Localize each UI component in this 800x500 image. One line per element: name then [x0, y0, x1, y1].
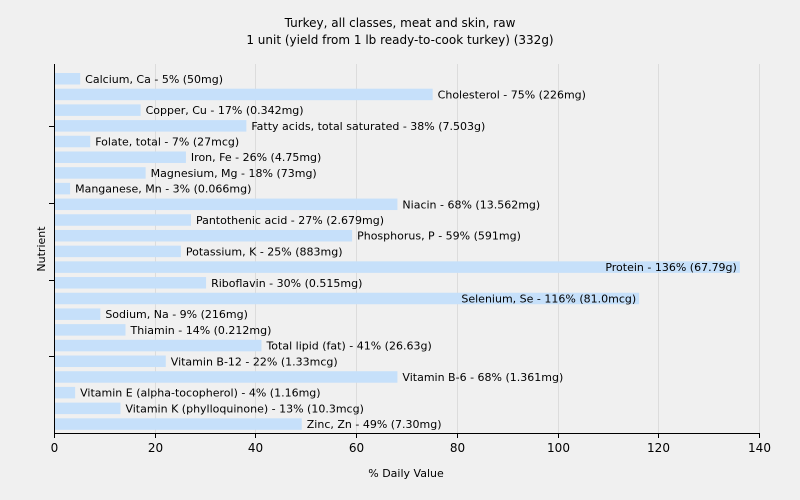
bar — [55, 277, 207, 289]
bar-label: Vitamin B-6 - 68% (1.361mg) — [402, 371, 563, 384]
bar — [55, 245, 181, 258]
bar — [55, 229, 353, 242]
bar-label: Selenium, Se - 116% (81.0mcg) — [461, 292, 636, 305]
bar — [55, 418, 302, 430]
bar — [55, 73, 81, 85]
bar — [55, 182, 71, 195]
x-tick-label: 100 — [547, 441, 570, 455]
bar — [55, 324, 126, 336]
bar-label: Calcium, Ca - 5% (50mg) — [85, 73, 223, 86]
bar-label: Vitamin E (alpha-tocopherol) - 4% (1.16m… — [80, 387, 320, 400]
bar-label: Potassium, K - 25% (883mg) — [186, 245, 343, 258]
bars: Calcium, Ca - 5% (50mg) Cholesterol - 75%… — [55, 73, 740, 431]
bar — [55, 386, 76, 399]
bar-label: Cholesterol - 75% (226mg) — [438, 88, 586, 101]
bar — [55, 261, 740, 273]
x-tick-label: 40 — [248, 441, 263, 455]
bar — [55, 339, 262, 352]
chart-subtitle: 1 unit (yield from 1 lb ready-to-cook tu… — [246, 33, 553, 47]
x-tick-label: 0 — [51, 441, 59, 455]
x-tick-label: 80 — [450, 441, 465, 455]
bar-label: Iron, Fe - 26% (4.75mg) — [191, 151, 321, 164]
bar — [55, 198, 398, 211]
bar-label: Folate, total - 7% (27mcg) — [95, 136, 239, 149]
bar — [55, 292, 640, 305]
bar-label: Vitamin B-12 - 22% (1.33mcg) — [171, 355, 338, 368]
bar — [55, 151, 186, 163]
bar-label: Fatty acids, total saturated - 38% (7.50… — [251, 120, 485, 133]
bar-label: Phosphorus, P - 59% (591mg) — [357, 230, 521, 243]
bar-label: Magnesium, Mg - 18% (73mg) — [151, 167, 317, 180]
bar-label: Copper, Cu - 17% (0.342mg) — [146, 104, 304, 117]
x-tick-label: 20 — [148, 441, 163, 455]
bar-label: Pantothenic acid - 27% (2.679mg) — [196, 214, 384, 227]
bar — [55, 355, 166, 368]
bar — [55, 88, 433, 101]
bar — [55, 167, 146, 179]
x-tick-label: 120 — [647, 441, 670, 455]
bar-label: Sodium, Na - 9% (216mg) — [105, 308, 248, 321]
chart-title: Turkey, all classes, meat and skin, raw — [284, 16, 516, 30]
bar-label: Riboflavin - 30% (0.515mg) — [211, 277, 362, 290]
x-axis-title: % Daily Value — [368, 467, 444, 480]
bar — [55, 371, 398, 383]
bar-label: Protein - 136% (67.79g) — [605, 261, 737, 274]
bar — [55, 214, 191, 226]
x-tick-label: 140 — [748, 441, 771, 455]
bar — [55, 402, 121, 415]
bar-label: Zinc, Zn - 49% (7.30mg) — [307, 418, 442, 431]
bar-label: Niacin - 68% (13.562mg) — [402, 198, 540, 211]
axes: 0 20 40 60 80 100 120 140 — [49, 64, 771, 455]
bar — [55, 120, 247, 132]
grid — [155, 64, 760, 433]
bar-label: Thiamin - 14% (0.212mg) — [130, 324, 272, 337]
bar-label: Manganese, Mn - 3% (0.066mg) — [75, 183, 251, 196]
x-tick-label: 60 — [349, 441, 364, 455]
y-axis-title: Nutrient — [35, 226, 48, 272]
bar-label: Vitamin K (phylloquinone) - 13% (10.3mcg… — [125, 402, 363, 415]
bar — [55, 135, 91, 148]
bar-label: Total lipid (fat) - 41% (26.63g) — [265, 340, 431, 353]
bar — [55, 308, 101, 320]
bar — [55, 104, 141, 116]
